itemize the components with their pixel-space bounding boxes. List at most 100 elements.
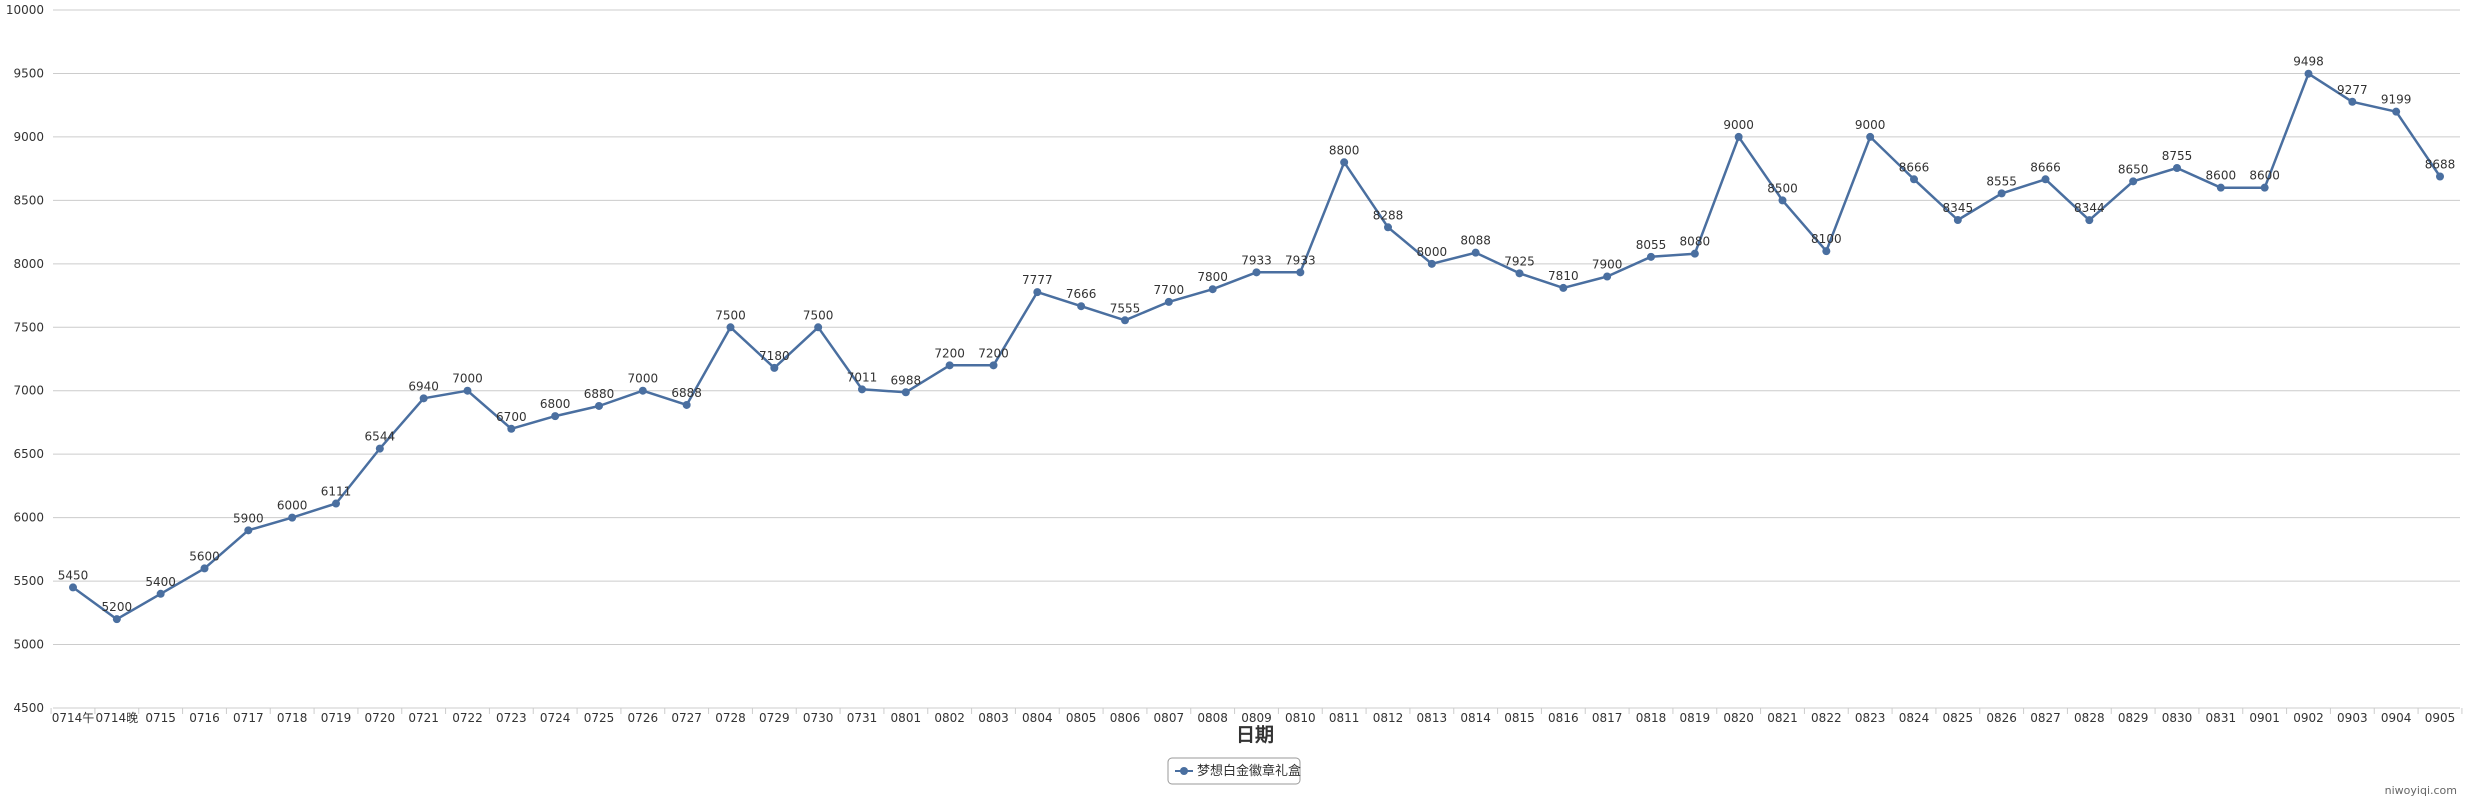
x-tick-label: 0812	[1373, 711, 1404, 725]
watermark-text: niwoyiqi.com	[2385, 784, 2457, 797]
y-tick-label: 5000	[13, 638, 44, 652]
data-label: 6111	[321, 485, 352, 499]
data-label: 8600	[2206, 169, 2237, 183]
y-tick-label: 6000	[13, 511, 44, 525]
data-point[interactable]	[1384, 223, 1392, 232]
data-label: 7933	[1285, 253, 1316, 267]
x-tick-label: 0724	[540, 711, 571, 725]
x-tick-label: 0901	[2249, 711, 2280, 725]
data-point[interactable]	[200, 564, 209, 573]
data-point[interactable]	[1559, 283, 1568, 292]
data-point[interactable]	[1910, 175, 1918, 184]
data-label: 6940	[408, 379, 439, 393]
x-axis: 0714午 0714晚 0715 0716 0717 0718 0719 0720 0721 07…	[50, 708, 2463, 725]
gridlines	[53, 9, 2460, 709]
data-point[interactable]	[1077, 302, 1086, 311]
legend-point-marker	[1180, 767, 1188, 775]
legend[interactable]: 梦想白金徽章礼盒	[1167, 757, 1301, 785]
data-point[interactable]	[1515, 269, 1524, 278]
data-point[interactable]	[1121, 316, 1129, 325]
data-label: 8500	[1767, 181, 1798, 195]
x-tick-label: 0810	[1285, 711, 1316, 725]
data-point[interactable]	[463, 386, 472, 395]
data-point[interactable]	[1296, 268, 1305, 277]
data-point[interactable]	[1603, 272, 1612, 281]
data-point[interactable]	[638, 386, 647, 395]
data-point[interactable]	[1427, 259, 1436, 268]
data-point[interactable]	[945, 361, 954, 370]
data-label: 9000	[1855, 118, 1886, 132]
x-tick-label: 0828	[2074, 711, 2105, 725]
data-point[interactable]	[1471, 248, 1480, 257]
data-point[interactable]	[244, 526, 253, 535]
data-point[interactable]	[2041, 175, 2050, 184]
data-point[interactable]	[288, 513, 297, 522]
data-point[interactable]	[814, 323, 823, 332]
data-point[interactable]	[2216, 183, 2225, 192]
x-tick-label: 0729	[759, 711, 790, 725]
x-tick-label: 0718	[277, 711, 308, 725]
y-tick-label: 8500	[13, 193, 44, 207]
data-label: 6800	[540, 397, 571, 411]
data-point[interactable]	[2085, 216, 2094, 225]
data-point[interactable]	[1647, 252, 1655, 261]
data-label: 6880	[584, 387, 615, 401]
data-point[interactable]	[1953, 216, 1962, 225]
data-point[interactable]	[2260, 183, 2269, 192]
data-point[interactable]	[1340, 158, 1349, 167]
data-point[interactable]	[726, 323, 735, 332]
data-point[interactable]	[1033, 288, 1042, 297]
x-tick-label: 0811	[1329, 711, 1360, 725]
data-point[interactable]	[112, 615, 121, 624]
data-point[interactable]	[901, 388, 910, 397]
x-tick-label: 0802	[934, 711, 965, 725]
data-label: 8755	[2162, 149, 2193, 163]
data-point[interactable]	[1822, 247, 1831, 256]
x-tick-label: 0714午	[52, 711, 95, 725]
y-tick-label: 6500	[13, 447, 44, 461]
x-tick-label: 0720	[365, 711, 396, 725]
data-point[interactable]	[2304, 69, 2313, 78]
data-point[interactable]	[989, 361, 998, 370]
data-point[interactable]	[2129, 177, 2138, 186]
data-label: 7500	[715, 308, 746, 322]
x-tick-label: 0715	[145, 711, 176, 725]
data-point[interactable]	[551, 412, 560, 421]
data-point[interactable]	[1734, 132, 1743, 141]
data-label: 8100	[1811, 232, 1842, 246]
data-point[interactable]	[507, 424, 516, 433]
data-point[interactable]	[2436, 172, 2444, 181]
y-tick-label: 9000	[13, 130, 44, 144]
x-tick-label: 0819	[1680, 711, 1711, 725]
data-point[interactable]	[419, 394, 428, 403]
data-point[interactable]	[1208, 285, 1217, 294]
data-label: 9498	[2293, 55, 2324, 69]
data-point[interactable]	[156, 589, 165, 598]
data-point[interactable]	[858, 385, 866, 394]
data-point[interactable]	[2348, 97, 2357, 106]
x-tick-label: 0726	[628, 711, 659, 725]
x-tick-label: 0904	[2381, 711, 2412, 725]
data-point[interactable]	[2392, 107, 2401, 116]
data-point[interactable]	[2173, 164, 2181, 173]
x-tick-label: 0831	[2206, 711, 2237, 725]
data-point[interactable]	[1690, 249, 1699, 258]
data-point[interactable]	[332, 499, 340, 508]
data-point[interactable]	[1866, 132, 1875, 141]
x-tick-label: 0805	[1066, 711, 1097, 725]
data-point[interactable]	[595, 401, 603, 410]
data-point[interactable]	[770, 363, 779, 372]
x-tick-label: 0821	[1767, 711, 1798, 725]
data-point[interactable]	[1252, 268, 1261, 277]
x-tick-label: 0807	[1154, 711, 1185, 725]
legend-box[interactable]	[1167, 757, 1301, 785]
data-label: 5900	[233, 511, 264, 525]
data-point[interactable]	[1164, 297, 1173, 306]
data-point[interactable]	[375, 444, 384, 453]
data-label: 7200	[978, 346, 1009, 360]
data-point[interactable]	[1997, 189, 2006, 198]
data-point[interactable]	[682, 400, 691, 409]
data-point[interactable]	[69, 583, 77, 592]
data-point[interactable]	[1778, 196, 1787, 205]
